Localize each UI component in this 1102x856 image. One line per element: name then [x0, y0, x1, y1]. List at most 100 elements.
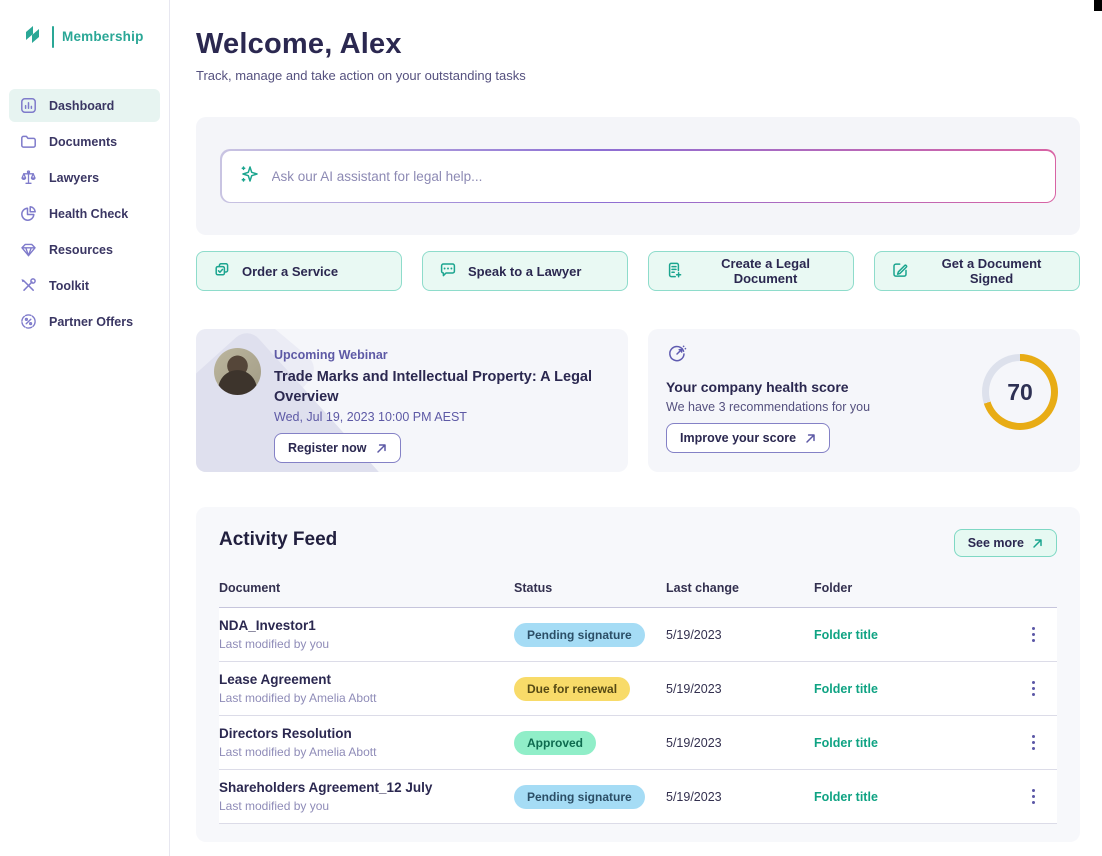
ai-assistant-panel [196, 117, 1080, 235]
ai-input-wrapper [221, 150, 1055, 202]
sidebar-item-label: Toolkit [49, 278, 90, 293]
webinar-speaker-avatar [214, 348, 261, 395]
page-subtitle: Track, manage and take action on your ou… [196, 68, 526, 83]
screenshot-artifact [1094, 0, 1102, 11]
folder-link[interactable]: Folder title [814, 627, 878, 642]
brand-name: Membership [62, 29, 144, 44]
logo-divider [52, 25, 54, 48]
improve-score-label: Improve your score [680, 431, 797, 445]
activity-table-header: Document Status Last change Folder [219, 581, 1057, 608]
chat-icon [439, 261, 457, 282]
brand-mark-icon [20, 22, 44, 51]
column-header-document: Document [219, 581, 281, 595]
last-change-date: 5/19/2023 [666, 789, 722, 804]
column-header-status: Status [514, 581, 553, 595]
see-more-label: See more [967, 536, 1024, 550]
order-a-service-button[interactable]: Order a Service [196, 251, 402, 291]
column-header-folder: Folder [814, 581, 853, 595]
tools-icon [20, 277, 37, 294]
folder-link[interactable]: Folder title [814, 735, 878, 750]
quick-actions: Order a Service Speak to a Lawyer [196, 251, 1080, 291]
sidebar-item-label: Health Check [49, 206, 129, 221]
improve-your-score-button[interactable]: Improve your score [666, 423, 831, 453]
status-badge: Pending signature [514, 622, 645, 647]
document-plus-icon [665, 261, 683, 282]
page-title: Welcome, Alex [196, 28, 402, 60]
sidebar-item-dashboard[interactable]: Dashboard [9, 89, 160, 122]
sidebar-item-documents[interactable]: Documents [9, 125, 160, 158]
quick-action-label: Get a Document Signed [941, 256, 1042, 286]
status-badge: Approved [514, 730, 597, 755]
create-legal-document-button[interactable]: Create a Legal Document [648, 251, 854, 291]
table-row: Directors Resolution Last modified by Am… [219, 716, 1057, 770]
row-menu-button[interactable] [1026, 783, 1041, 810]
health-score-value: 70 [1007, 378, 1033, 405]
see-more-button[interactable]: See more [953, 529, 1057, 557]
sidebar-item-label: Partner Offers [49, 314, 134, 329]
row-menu-button[interactable] [1026, 729, 1041, 756]
scales-icon [20, 169, 37, 186]
quick-action-label: Order a Service [242, 263, 339, 279]
document-modified: Last modified by Amelia Abott [219, 691, 377, 705]
percent-circle-icon [20, 313, 37, 330]
sidebar-item-label: Documents [49, 134, 118, 149]
status-badge: Due for renewal [514, 676, 631, 701]
sidebar-item-resources[interactable]: Resources [9, 233, 160, 266]
webinar-card: Upcoming Webinar Trade Marks and Intelle… [196, 329, 628, 472]
row-menu-button[interactable] [1026, 621, 1041, 648]
folder-icon [20, 133, 37, 150]
sidebar-nav: Dashboard Documents [0, 89, 169, 338]
health-score-title: Your company health score [666, 379, 849, 395]
brand-logo: Membership [0, 0, 169, 51]
table-row: Shareholders Agreement_12 July Last modi… [219, 770, 1057, 824]
status-badge: Pending signature [514, 784, 645, 809]
quick-action-label: Create a Legal Document [721, 256, 810, 286]
activity-feed-title: Activity Feed [219, 529, 338, 550]
webinar-datetime: Wed, Jul 19, 2023 10:00 PM AEST [274, 410, 467, 425]
arrow-up-right-icon [1033, 538, 1042, 548]
order-service-icon [213, 261, 231, 282]
webinar-title: Trade Marks and Intellectual Property: A… [274, 369, 593, 405]
document-name: Lease Agreement [219, 672, 332, 687]
table-row: Lease Agreement Last modified by Amelia … [219, 662, 1057, 716]
sidebar-item-toolkit[interactable]: Toolkit [9, 269, 160, 302]
sidebar-item-partner-offers[interactable]: Partner Offers [9, 305, 160, 338]
sidebar-item-label: Resources [49, 242, 113, 257]
gauge-icon [666, 345, 688, 369]
get-document-signed-button[interactable]: Get a Document Signed [874, 251, 1080, 291]
folder-link[interactable]: Folder title [814, 681, 878, 696]
health-score-ring: 70 [982, 354, 1058, 430]
main-content: Welcome, Alex Track, manage and take act… [170, 0, 1102, 856]
info-cards-row: Upcoming Webinar Trade Marks and Intelle… [196, 329, 1080, 472]
row-menu-button[interactable] [1026, 675, 1041, 702]
document-modified: Last modified by you [219, 637, 330, 651]
arrow-up-right-icon [376, 443, 386, 453]
quick-action-label: Speak to a Lawyer [468, 263, 582, 279]
gem-icon [20, 241, 37, 258]
last-change-date: 5/19/2023 [666, 735, 722, 750]
document-modified: Last modified by Amelia Abott [219, 745, 377, 759]
folder-link[interactable]: Folder title [814, 789, 878, 804]
column-header-last-change: Last change [666, 581, 739, 595]
document-name: Directors Resolution [219, 726, 352, 741]
sparkle-icon [240, 164, 260, 189]
activity-feed: Activity Feed See more Document Status L… [196, 507, 1080, 842]
sidebar-item-label: Dashboard [49, 98, 115, 113]
register-now-label: Register now [288, 441, 367, 456]
pie-chart-icon [20, 205, 37, 222]
last-change-date: 5/19/2023 [666, 681, 722, 696]
health-score-subtitle: We have 3 recommendations for you [666, 400, 871, 414]
speak-to-a-lawyer-button[interactable]: Speak to a Lawyer [422, 251, 628, 291]
ai-input-gradient-border [220, 149, 1056, 203]
signature-icon [891, 261, 909, 282]
sidebar-item-label: Lawyers [49, 170, 100, 185]
arrow-up-right-icon [806, 433, 815, 443]
sidebar: Membership Dashboard Documents [0, 0, 170, 856]
sidebar-item-health-check[interactable]: Health Check [9, 197, 160, 230]
dashboard-icon [20, 97, 37, 114]
ai-assistant-input[interactable] [271, 168, 1037, 184]
sidebar-item-lawyers[interactable]: Lawyers [9, 161, 160, 194]
register-now-button[interactable]: Register now [274, 433, 401, 464]
webinar-eyebrow: Upcoming Webinar [274, 348, 388, 362]
